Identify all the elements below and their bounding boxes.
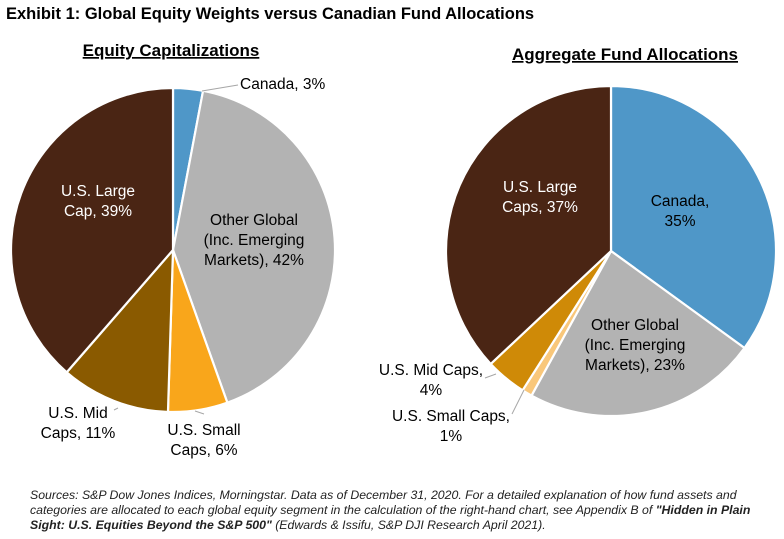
sources-note: Sources: S&P Dow Jones Indices, Mornings… — [30, 488, 778, 533]
sources-citation: (Edwards & Issifu, S&P DJI Research Apri… — [271, 518, 546, 532]
data-label-u-s-large-caps: U.S. Large Caps, 37% — [502, 179, 578, 216]
data-label-other-global-inc-emerging-markets: Other Global (Inc. Emerging Markets), 42% — [204, 212, 305, 269]
referenced-paper-title-part-2: Sight: U.S. Equities Beyond the S&P 500" — [30, 518, 272, 532]
data-label-canada: Canada, 3% — [240, 76, 326, 93]
data-label-u-s-small-cap: U.S. Small Caps, 6% — [167, 422, 240, 459]
aggregate-fund-allocations-chart: Aggregate Fund Allocations Canada, 35% Othe… — [379, 45, 778, 445]
pie-slice-other-global-inc-emerging-markets — [171, 89, 337, 404]
pie-slice-canada — [609, 84, 778, 350]
data-label-other-global-inc-emerging-markets: Other Global (Inc. Emerging Markets), 23% — [585, 317, 686, 374]
leader-line-u-s-mid-cap — [113, 407, 119, 411]
chart-title: Equity Capitalizations — [83, 41, 260, 60]
sources-line-2: categories are allocated to each global … — [30, 503, 656, 517]
pie-slice-u-s-large-cap — [9, 86, 175, 374]
data-label-u-s-large-cap: U.S. Large Cap, 39% — [61, 183, 135, 220]
data-label-u-s-mid-cap: U.S. Mid Caps, 11% — [41, 405, 116, 442]
leader-line-u-s-small-caps — [511, 389, 525, 415]
chart-title: Aggregate Fund Allocations — [512, 45, 738, 64]
pie-slice-u-s-mid-cap — [65, 248, 175, 414]
leader-line-u-s-small-cap — [194, 410, 205, 415]
data-label-u-s-small-caps: U.S. Small Caps, 1% — [392, 408, 510, 445]
sources-line-1: Sources: S&P Dow Jones Indices, Mornings… — [30, 488, 737, 502]
data-label-canada: Canada, 35% — [651, 193, 710, 230]
leader-line-canada — [201, 84, 239, 92]
equity-capitalizations-chart: Equity Capitalizations Canada, 3% Other Gl… — [9, 41, 337, 459]
leader-line-u-s-mid-caps — [484, 373, 497, 379]
pie-slice-u-s-large-caps — [444, 84, 613, 366]
pie-slice-other-global-inc-emerging-markets — [530, 249, 746, 418]
exhibit-title: Exhibit 1: Global Equity Weights versus … — [6, 5, 535, 23]
data-label-u-s-mid-caps: U.S. Mid Caps, 4% — [379, 362, 483, 399]
referenced-paper-title-part-1: "Hidden in Plain — [655, 503, 751, 517]
